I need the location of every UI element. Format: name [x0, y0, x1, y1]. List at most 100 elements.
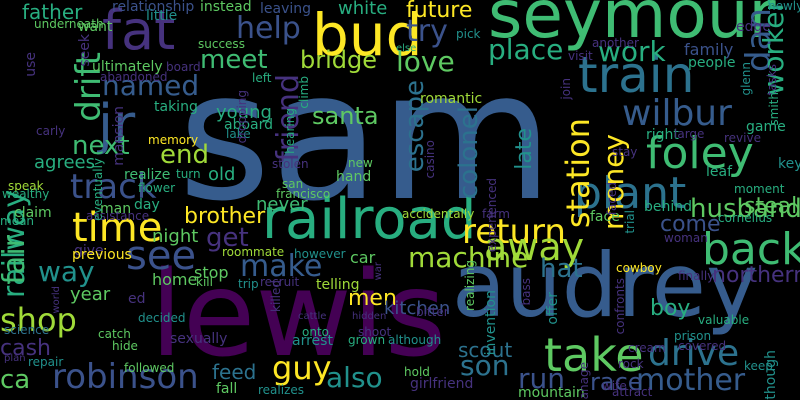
- word-farm: farm: [482, 207, 510, 221]
- word-kitchen: kitchen: [384, 298, 451, 319]
- word-agrees: agrees: [34, 152, 95, 173]
- word-dropping: dropping: [235, 90, 249, 144]
- word-wife: wife: [602, 379, 627, 393]
- word-cornelius: cornelius: [718, 211, 773, 225]
- word-stolen: stolen: [272, 157, 309, 171]
- word-new: new: [348, 156, 373, 170]
- word-hide: hide: [112, 339, 138, 353]
- word-mean: mean: [0, 214, 35, 228]
- word-key: key: [778, 156, 800, 172]
- word-repair: repair: [28, 355, 64, 369]
- word-hand: hand: [336, 169, 372, 185]
- word-next: next: [72, 131, 130, 161]
- word-claim: claim: [14, 205, 52, 221]
- word-seek: seek: [77, 34, 93, 67]
- word-behind: behind: [644, 199, 693, 215]
- word-face: face: [590, 209, 620, 225]
- word-offer: offer: [545, 292, 561, 325]
- word-love: love: [396, 45, 455, 78]
- word-attract: attract: [612, 385, 653, 399]
- word-rock: rock: [618, 357, 644, 371]
- word-followed: followed: [124, 361, 175, 375]
- word-romantic: romantic: [420, 91, 483, 107]
- word-instead: instead: [200, 0, 252, 15]
- word-steal: steal: [744, 194, 798, 219]
- word-people: people: [688, 55, 736, 71]
- word-give: give: [74, 243, 104, 259]
- word-carly: carly: [36, 124, 66, 138]
- word-kill: kill: [196, 275, 213, 289]
- word-moment: moment: [734, 182, 785, 196]
- word-never: never: [256, 194, 308, 215]
- word-previous: previous: [72, 247, 132, 263]
- word-father: father: [22, 0, 83, 24]
- word-shoot: shoot: [358, 325, 392, 339]
- word-audrey: audrey: [452, 234, 759, 337]
- word-night: night: [152, 226, 199, 247]
- word-grown: grown: [348, 333, 386, 347]
- word-guy: guy: [272, 349, 332, 387]
- word-year: year: [70, 284, 111, 305]
- word-brother: brother: [184, 204, 266, 229]
- word-else: else: [396, 43, 417, 54]
- word-feed: feed: [212, 360, 257, 384]
- word-take: take: [544, 328, 644, 382]
- word-future: future: [406, 0, 473, 23]
- word-roommate: roommate: [222, 245, 285, 259]
- word-also: also: [326, 361, 383, 394]
- word-catch: catch: [98, 327, 131, 341]
- word-accidentally: accidentally: [402, 207, 475, 221]
- word-telling: telling: [316, 277, 360, 293]
- word-valuable: valuable: [698, 313, 750, 327]
- word-sexually: sexually: [170, 331, 228, 347]
- word-lake: lake: [226, 127, 251, 141]
- word-onto: onto: [302, 325, 329, 339]
- word-recruit: recruit: [260, 275, 300, 289]
- word-men: men: [348, 286, 397, 311]
- word-faced: faced: [605, 182, 619, 216]
- word-hold: hold: [404, 365, 430, 379]
- word-success: success: [198, 37, 245, 51]
- word-experienced: experienced: [485, 178, 499, 253]
- word-large: large: [674, 127, 705, 141]
- word-want: want: [78, 19, 113, 35]
- word-make: make: [240, 249, 323, 284]
- word-board: board: [166, 60, 201, 74]
- word-girlfriend: girlfriend: [410, 376, 474, 392]
- word-plan: plan: [4, 353, 26, 364]
- word-tasks: tasks: [765, 64, 779, 96]
- word-game: game: [746, 119, 786, 135]
- word-francisco: francisco: [276, 187, 331, 201]
- word-jr: jr: [98, 93, 136, 156]
- word-visit: visit: [568, 49, 593, 63]
- word-memory: memory: [148, 133, 199, 147]
- word-end: end: [160, 140, 209, 170]
- word-return: return: [462, 212, 566, 252]
- word-wilbur: wilbur: [622, 93, 732, 134]
- word-pick: pick: [456, 27, 481, 41]
- word-train: train: [578, 46, 695, 104]
- word-family: family: [684, 40, 734, 59]
- word-home: home: [152, 270, 198, 289]
- word-san: san: [282, 177, 304, 191]
- word-boy: boy: [650, 296, 691, 321]
- word-ultimately: ultimately: [92, 59, 163, 75]
- word-arrest: arrest: [292, 333, 333, 349]
- word-shop: shop: [0, 301, 77, 339]
- word-named: named: [102, 69, 200, 102]
- word-race: race: [590, 368, 643, 396]
- word-mountain: mountain: [518, 385, 585, 400]
- word-robinson: robinson: [52, 357, 199, 397]
- word-ca: ca: [0, 365, 31, 395]
- word-northern: northern: [712, 263, 800, 288]
- word-back: back: [702, 224, 800, 275]
- word-prison: prison: [674, 329, 712, 343]
- word-seymour: seymour: [488, 0, 776, 53]
- word-place: place: [488, 33, 564, 66]
- word-late: late: [512, 128, 537, 170]
- word-killed: killed: [269, 280, 283, 312]
- word-scout: scout: [458, 338, 513, 362]
- word-wealthy: wealthy: [2, 187, 50, 201]
- word-invention: invention: [483, 290, 499, 356]
- word-confronts: confronts: [613, 278, 627, 335]
